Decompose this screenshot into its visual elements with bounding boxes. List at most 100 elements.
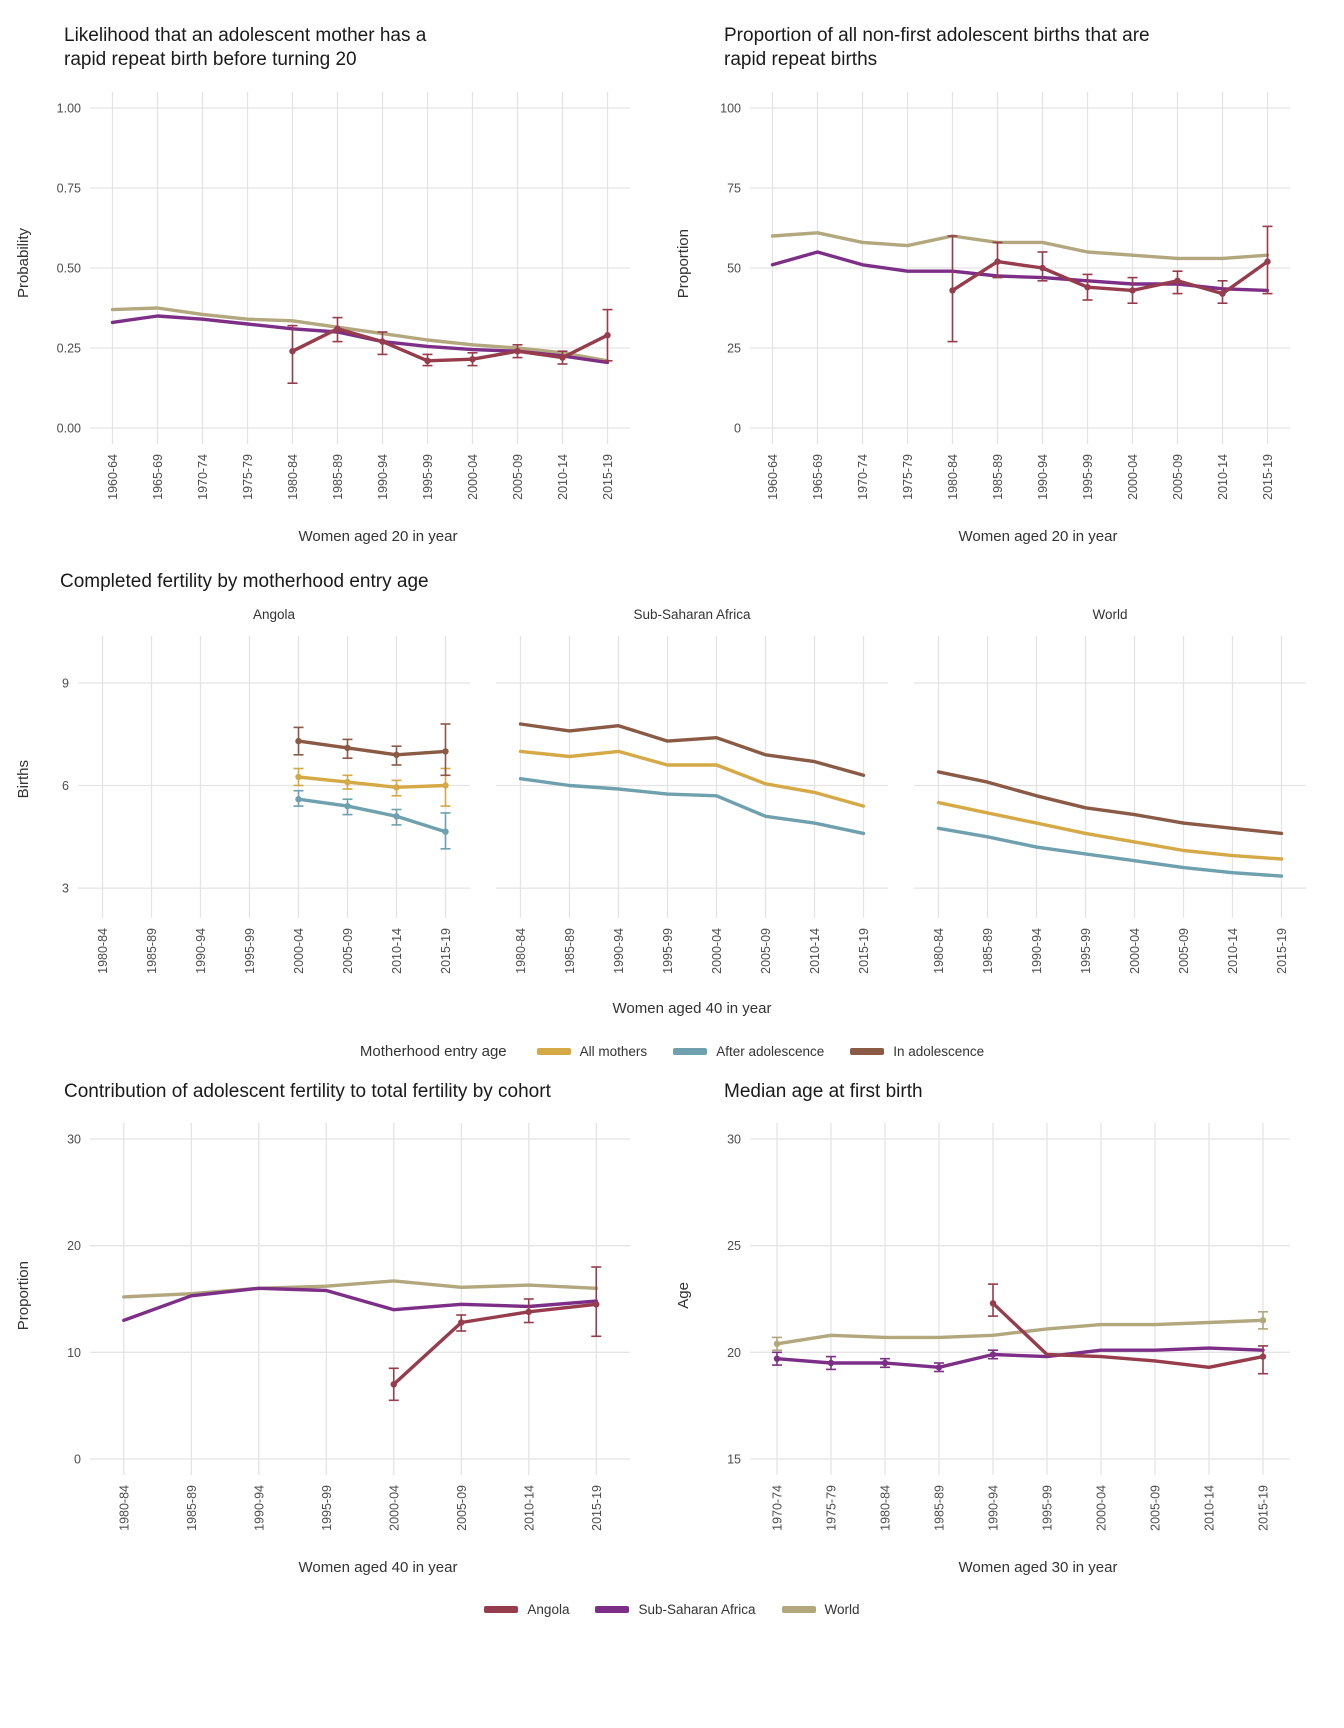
y-axis-label: Probability <box>14 228 32 299</box>
svg-text:1960-64: 1960-64 <box>106 453 120 499</box>
svg-text:2010-14: 2010-14 <box>556 453 570 499</box>
svg-text:25: 25 <box>727 341 741 355</box>
svg-text:1980-84: 1980-84 <box>117 1485 131 1531</box>
svg-text:2015-19: 2015-19 <box>590 1485 604 1531</box>
svg-text:50: 50 <box>727 261 741 275</box>
y-axis-label: Births <box>14 760 32 799</box>
plot-row: Probability 0.00 0.25 0.50 0.75 1.00 1960-64 1… <box>12 84 672 526</box>
svg-text:2015-19: 2015-19 <box>1257 1485 1271 1531</box>
facet-label: Angola <box>252 606 296 622</box>
svg-text:1995-99: 1995-99 <box>1081 453 1095 499</box>
svg-text:1965-69: 1965-69 <box>811 453 825 499</box>
svg-text:1990-94: 1990-94 <box>1036 453 1050 499</box>
svg-text:25: 25 <box>727 1239 741 1253</box>
facet-label: Sub-Saharan Africa <box>633 606 751 622</box>
svg-text:2010-14: 2010-14 <box>808 927 822 973</box>
svg-text:1995-99: 1995-99 <box>1041 1485 1055 1531</box>
svg-text:1995-99: 1995-99 <box>661 927 675 973</box>
svg-text:1995-99: 1995-99 <box>320 1485 334 1531</box>
chart-title: Median age at first birth <box>724 1080 923 1102</box>
y-axis-label: Proportion <box>14 1260 32 1330</box>
svg-text:1970-74: 1970-74 <box>771 1485 785 1531</box>
chart-title: Proportion of all non-first adolescent b… <box>724 25 1150 70</box>
svg-text:0.25: 0.25 <box>57 341 81 355</box>
facet-plot: 1980-84 1985-89 1990-94 1995-99 2000-04 2005-… <box>496 635 888 973</box>
svg-text:1980-84: 1980-84 <box>96 927 110 973</box>
line-plot-rrb-proportion: 0 25 50 75 100 1960-64 1965-69 1970-74 1975-79 19… <box>720 91 1290 499</box>
svg-text:30: 30 <box>67 1133 81 1147</box>
legend-swatch-angola <box>484 1606 519 1614</box>
legend-swatch-in_adolescence <box>850 1047 885 1055</box>
svg-text:75: 75 <box>727 181 741 195</box>
facet-plot: 3 6 9 1980-84 1985-89 1990-94 1995-99 2000-04 20… <box>62 635 470 973</box>
svg-text:1985-89: 1985-89 <box>933 1485 947 1531</box>
facet-panel: World 1980-84 1985-89 1990-94 1995-99 2000-04… <box>910 607 1310 998</box>
svg-text:1970-74: 1970-74 <box>856 453 870 499</box>
svg-text:1975-79: 1975-79 <box>901 453 915 499</box>
svg-text:1960-64: 1960-64 <box>766 453 780 499</box>
legend-item: All mothers <box>536 1043 648 1059</box>
svg-text:1990-94: 1990-94 <box>612 927 626 973</box>
svg-text:2010-14: 2010-14 <box>522 1485 536 1531</box>
svg-text:0.50: 0.50 <box>57 261 81 275</box>
legend-label: Angola <box>527 1602 570 1618</box>
svg-text:2005-09: 2005-09 <box>455 1485 469 1531</box>
svg-text:2000-04: 2000-04 <box>1095 1485 1109 1531</box>
line-plot-rrb-likelihood: 0.00 0.25 0.50 0.75 1.00 1960-64 1965-69 1970-7… <box>57 91 630 499</box>
plot-row: Proportion 0 10 20 30 1980-84 1985-89 1990-94 1… <box>12 1115 672 1557</box>
legend-label: After adolescence <box>716 1043 825 1059</box>
svg-text:1980-84: 1980-84 <box>286 453 300 499</box>
chart-title: Completed fertility by motherhood entry … <box>60 570 429 592</box>
svg-text:1995-99: 1995-99 <box>1079 927 1093 973</box>
svg-text:2000-04: 2000-04 <box>1126 453 1140 499</box>
legend-item: After adolescence <box>673 1044 824 1059</box>
facet-panel: Angola 3 6 9 1980-84 1985-89 1990-94 1995-99 200… <box>34 607 474 998</box>
svg-text:2010-14: 2010-14 <box>1216 453 1230 499</box>
svg-text:30: 30 <box>727 1133 741 1147</box>
svg-text:0: 0 <box>734 421 741 435</box>
svg-text:20: 20 <box>67 1239 81 1253</box>
svg-text:1985-89: 1985-89 <box>331 453 345 499</box>
chart-rrb-proportion: Proportion of all non-first adolescent b… <box>672 14 1332 545</box>
line-plot-median-age-first-birth: 15 20 25 30 1970-74 1975-79 1980-84 1985-89 1990… <box>727 1123 1290 1531</box>
svg-text:0.75: 0.75 <box>57 181 81 195</box>
svg-text:1990-94: 1990-94 <box>252 1485 266 1531</box>
svg-text:2015-19: 2015-19 <box>1261 453 1275 499</box>
svg-text:1985-89: 1985-89 <box>981 927 995 973</box>
svg-text:2005-09: 2005-09 <box>759 927 773 973</box>
svg-text:2010-14: 2010-14 <box>1203 1485 1217 1531</box>
legend-item: Sub-Saharan Africa <box>595 1602 756 1617</box>
plot-row: Births Angola 3 6 9 1980-84 1985-89 1990-94 199… <box>12 607 1332 998</box>
legend-label: All mothers <box>579 1043 648 1059</box>
svg-text:2005-09: 2005-09 <box>341 927 355 973</box>
svg-text:15: 15 <box>727 1453 741 1467</box>
legend-item: World <box>781 1602 860 1617</box>
line-plot-adolescent-contribution: 0 10 20 30 1980-84 1985-89 1990-94 1995-99 2000-… <box>67 1123 630 1531</box>
svg-text:1985-89: 1985-89 <box>563 927 577 973</box>
facet-label: World <box>1092 606 1128 622</box>
svg-text:1.00: 1.00 <box>57 101 81 115</box>
svg-text:1990-94: 1990-94 <box>194 927 208 973</box>
svg-text:3: 3 <box>62 881 69 895</box>
chart-median-age-first-birth: Median age at first birth Age 15 20 25 30 19… <box>672 1070 1332 1576</box>
chart-title: Contribution of adolescent fertility to … <box>64 1080 551 1102</box>
svg-text:2005-09: 2005-09 <box>1171 453 1185 499</box>
row-top: Likelihood that an adolescent mother has… <box>12 14 1332 545</box>
svg-text:9: 9 <box>62 676 69 690</box>
svg-text:6: 6 <box>62 779 69 793</box>
svg-text:2015-19: 2015-19 <box>1275 927 1289 973</box>
svg-text:2000-04: 2000-04 <box>710 927 724 973</box>
chart-completed-fertility: Completed fertility by motherhood entry … <box>12 571 1332 1060</box>
legend-label: In adolescence <box>893 1043 985 1059</box>
x-axis-label: Women aged 30 in year <box>958 1559 1118 1577</box>
svg-text:2005-09: 2005-09 <box>511 453 525 499</box>
y-axis-label: Age <box>674 1281 692 1309</box>
chart-title: Likelihood that an adolescent mother has… <box>64 25 427 70</box>
y-axis-label: Proportion <box>674 228 692 299</box>
svg-text:2010-14: 2010-14 <box>390 927 404 973</box>
svg-text:2000-04: 2000-04 <box>466 453 480 499</box>
x-axis-label: Women aged 40 in year <box>298 1559 458 1577</box>
legend-swatch-ssa <box>595 1606 630 1614</box>
svg-text:1995-99: 1995-99 <box>421 453 435 499</box>
svg-text:1975-79: 1975-79 <box>241 453 255 499</box>
